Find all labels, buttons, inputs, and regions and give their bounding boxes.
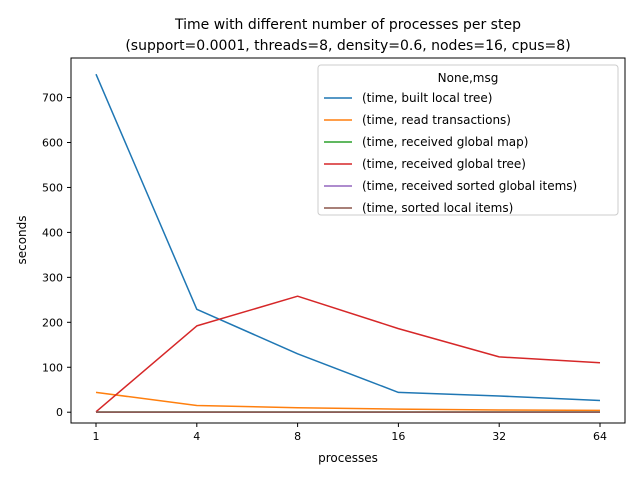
y-tick-label: 500 [42,181,63,194]
legend-title: None,msg [438,71,499,85]
y-tick-label: 100 [42,361,63,374]
y-tick-label: 200 [42,316,63,329]
series-line-1 [95,391,601,412]
legend-box [317,64,619,216]
y-axis-ticks: 0 100 200 300 400 500 600 700 [42,92,71,419]
x-tick-label: 1 [93,430,100,443]
legend-label: (time, received global tree) [362,157,526,171]
x-tick-label: 8 [294,430,301,443]
legend-label: (time, received global map) [362,135,528,149]
chart-title-line2: (support=0.0001, threads=8, density=0.6,… [125,38,570,54]
y-tick-label: 400 [42,226,63,239]
y-tick-label: 300 [42,271,63,284]
x-tick-label: 64 [593,430,607,443]
series-lines [95,73,601,413]
legend-label: (time, received sorted global items) [362,179,577,193]
legend-label: (time, built local tree) [362,91,492,105]
y-tick-label: 600 [42,137,63,150]
legend-label: (time, sorted local items) [362,201,513,215]
legend-label: (time, read transactions) [362,113,511,127]
plot-area [70,57,626,424]
y-tick-label: 0 [56,406,63,419]
x-axis-label: processes [318,451,378,465]
y-axis-label: seconds [15,215,29,264]
series-line-3 [95,295,601,413]
x-tick-label: 32 [492,430,506,443]
x-tick-label: 4 [193,430,200,443]
x-tick-label: 16 [391,430,405,443]
legend-items: (time, built local tree) (time, read tran… [324,91,577,215]
series-line-0 [95,73,601,402]
chart-title-line1: Time with different number of processes … [174,17,521,33]
y-tick-label: 700 [42,92,63,105]
legend: None,msg (time, built local tree)(time, … [317,64,619,216]
x-axis-ticks: 1 4 8 16 32 64 [93,423,607,443]
